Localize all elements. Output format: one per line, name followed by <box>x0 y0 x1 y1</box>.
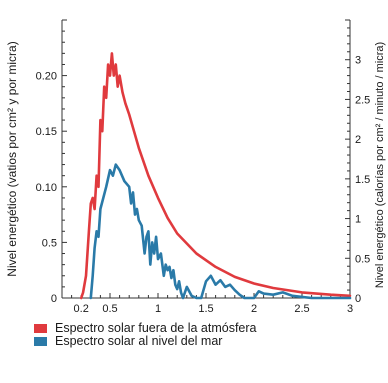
x-tick-label: 1 <box>155 303 161 315</box>
y-right-tick-label: 2.5 <box>355 94 370 106</box>
x-axis-title: Longitud de onda (micras) <box>133 319 278 320</box>
legend-item-outside: Espectro solar fuera de la atmósfera <box>34 322 257 335</box>
y-right-tick-label: 1.5 <box>355 174 370 186</box>
y-axis-title-left: Nivel energético (vatios por cm² y por m… <box>5 41 19 276</box>
y-right-tick-label: 2 <box>355 134 361 146</box>
y-right-tick-label: 3 <box>355 55 361 67</box>
x-tick-label: 2 <box>251 303 257 315</box>
series-layer <box>79 52 352 300</box>
y-right-tick-label: 1 <box>355 214 361 226</box>
legend-swatch-blue <box>34 337 47 346</box>
y-left-tick-label: 0.5 <box>42 237 57 249</box>
legend-swatch-red <box>34 324 47 333</box>
axes-layer <box>61 19 351 299</box>
y-left-tick-label: 0.20 <box>36 71 57 83</box>
legend-item-sea-level: Espectro solar al nivel del mar <box>34 335 257 348</box>
legend-label-sea-level: Espectro solar al nivel del mar <box>55 334 223 348</box>
x-tick-label: 1.5 <box>198 303 213 315</box>
x-tick-label: 0.5 <box>102 303 117 315</box>
legend: Espectro solar fuera de la atmósfera Esp… <box>34 322 257 348</box>
x-tick-label: 3 <box>347 303 353 315</box>
y-left-tick-label: 0.10 <box>36 182 57 194</box>
x-tick-label: 2.5 <box>294 303 309 315</box>
y-right-tick-label: 0.5 <box>355 253 370 265</box>
labels-layer: 0 0.5 0.10 0.15 0.20 0 0.5 1 1.5 2 2.5 3 0.2 0.5 1 1.5 2… <box>5 41 386 320</box>
series-outside-atmosphere-line <box>79 52 352 300</box>
legend-label-outside: Espectro solar fuera de la atmósfera <box>55 321 257 335</box>
y-axis-title-right: Nivel energético (calorías por cm² / min… <box>374 42 386 288</box>
y-left-tick-label: 0.15 <box>36 126 57 138</box>
chart-svg: 0 0.5 0.10 0.15 0.20 0 0.5 1 1.5 2 2.5 3 0.2 0.5 1 1.5 2… <box>5 19 386 320</box>
series-sea-level-line <box>89 163 352 300</box>
y-left-tick-label: 0 <box>51 293 57 305</box>
x-tick-label: 0.2 <box>74 303 89 315</box>
y-right-tick-label: 0 <box>355 293 361 305</box>
